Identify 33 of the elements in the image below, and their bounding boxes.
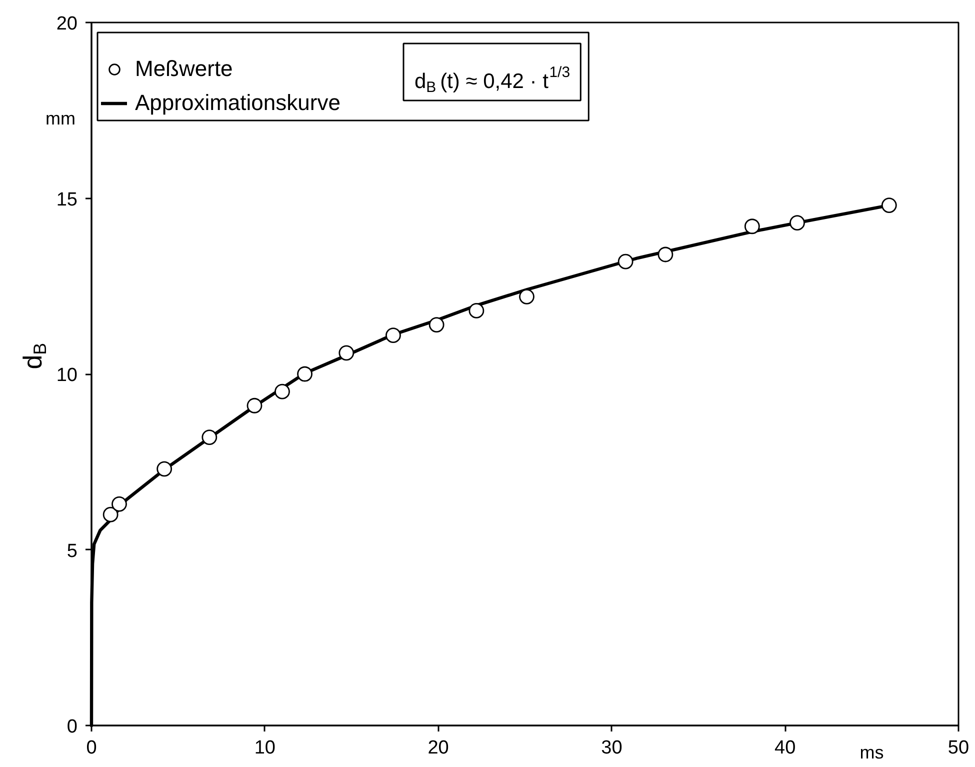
text: mm: [46, 108, 76, 128]
x-tick-label: 10: [254, 738, 276, 758]
point: [744, 218, 760, 234]
point: [246, 398, 262, 414]
point: [386, 328, 401, 344]
point: [790, 215, 805, 231]
y-tick-label: 0: [66, 716, 78, 738]
x-tick-label: 20: [428, 738, 449, 758]
x-axis-title: ms: [860, 742, 884, 762]
point: [519, 288, 534, 304]
legend-label: Meßwerte: [135, 56, 233, 82]
point: [468, 303, 484, 318]
x-tick-label: 40: [774, 738, 796, 758]
y-tick-label: 10: [56, 365, 78, 386]
point: [658, 246, 674, 262]
text: dB: [18, 342, 50, 370]
point: [102, 506, 118, 522]
point: [428, 317, 444, 332]
point: [274, 384, 290, 400]
y-tick-label: 5: [66, 540, 78, 562]
x-tick-label: 0: [86, 738, 97, 758]
point: [881, 198, 897, 213]
x-tick-label: 50: [948, 738, 970, 758]
point: [112, 496, 127, 512]
legend-label: Approximationskurve: [135, 90, 340, 116]
point: [202, 430, 218, 445]
point: [156, 461, 172, 477]
y-tick-label: 15: [56, 189, 78, 210]
y-tick-label: 20: [56, 14, 78, 34]
x-tick-label: 30: [601, 738, 622, 758]
point: [618, 254, 634, 270]
point: [338, 345, 354, 361]
point: [297, 366, 312, 382]
